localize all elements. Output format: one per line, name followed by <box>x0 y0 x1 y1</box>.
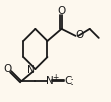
Text: N: N <box>28 65 35 75</box>
Text: O: O <box>57 6 66 16</box>
Text: C: C <box>64 76 71 86</box>
Text: O: O <box>75 30 83 40</box>
Text: +: + <box>52 73 58 82</box>
Text: N: N <box>46 76 53 86</box>
Text: O: O <box>4 64 12 74</box>
Text: :: : <box>70 75 74 88</box>
